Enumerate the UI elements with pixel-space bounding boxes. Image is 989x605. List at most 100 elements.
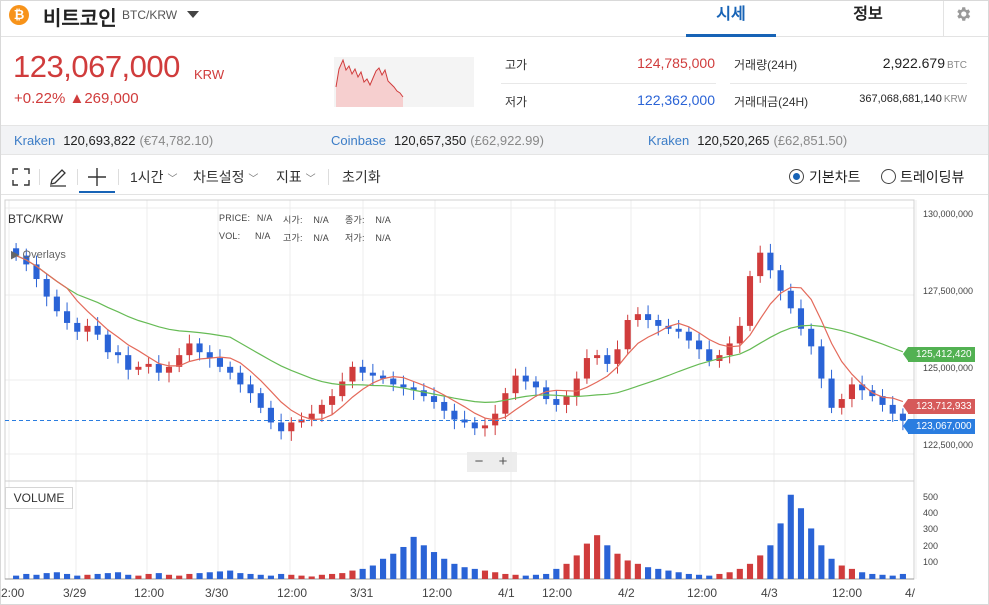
volume-24h-value: 2,922.679 [882,55,945,71]
radio-basic-chart[interactable] [789,169,804,184]
candle-body [33,264,40,280]
candle-body [43,279,50,297]
candle-body [685,331,692,341]
reset-button[interactable]: 초기화 [342,169,381,185]
volume-24h-label: 거래량(24H) [734,58,798,72]
chevron-down-icon: ﹀ [248,174,259,185]
chevron-down-icon: ﹀ [167,174,178,185]
candle-body [655,320,662,326]
overlays-toggle[interactable]: ▶ Overlays [11,248,66,261]
chevron-down-icon: ﹀ [305,174,316,185]
volume-bar [746,563,754,579]
volume-bar [471,568,478,579]
candle-body [532,381,540,388]
amount-24h-unit: KRW [943,94,967,105]
zoom-in-button[interactable]: + [498,453,508,470]
info-open-value: N/A [313,215,329,225]
volume-bar [267,575,274,579]
volume-bar [624,560,631,579]
amount-24h: 367,068,681,140 KRW [821,93,967,105]
exchange-item[interactable]: Kraken 120,693,822 (€74,782.10) [14,133,213,148]
crosshair-icon[interactable] [87,167,107,187]
info-low-value: N/A [375,233,391,243]
candle-body [706,349,713,361]
volume-bar [74,575,81,579]
exchange-name: Coinbase [331,133,386,148]
exchange-price: 120,520,265 [697,133,770,148]
header-divider [943,1,944,37]
stat-divider [730,83,967,84]
radio-tradingview[interactable] [881,169,896,184]
chart-settings-dropdown[interactable]: 차트설정 ﹀ [193,167,258,187]
info-price-label: PRICE: [219,213,251,223]
volume-bar [695,574,703,579]
fullscreen-icon[interactable] [11,167,31,187]
candle-body [125,355,132,370]
exchange-item[interactable]: Kraken 120,520,265 (£62,851.50) [648,133,847,148]
volume-bar [227,570,234,579]
volume-bar [33,574,40,579]
price-unit: KRW [194,67,225,82]
volume-bar [135,575,142,579]
info-low: 저가: N/A [345,231,391,244]
gear-icon[interactable] [954,5,972,23]
candle-body [583,358,590,379]
candle-body [318,404,325,414]
toolbar-divider [39,169,40,185]
exchange-price-strip: Kraken 120,693,822 (€74,782.10) Coinbase 12… [1,125,988,155]
volume-bar [869,573,876,579]
x-tick-label: 12:00 [422,586,453,600]
ma-short-line [15,255,904,421]
pencil-icon[interactable] [48,167,68,187]
exchange-name: Kraken [648,133,690,148]
candle-body [420,390,427,397]
volume-bar [777,523,784,579]
candle-body [84,325,91,332]
indicators-dropdown[interactable]: 지표 ﹀ [276,167,316,187]
zoom-out-button[interactable]: − [474,453,484,470]
exchange-item[interactable]: Coinbase 120,657,350 (£62,922.99) [331,133,544,148]
volume-bar [859,572,866,579]
radio-tradingview-label[interactable]: 트레이딩뷰 [900,169,965,185]
volume-24h: 2,922.679 BTC [821,55,967,71]
candle-body [695,340,703,350]
volume-bar [165,574,173,579]
candle-body [553,399,560,405]
volume-bar [838,565,845,579]
volume-bar [655,568,662,579]
tab-quote[interactable]: 시세 [686,5,776,37]
coin-pair[interactable]: BTC/KRW [122,8,178,22]
candle-body [614,349,621,364]
volume-bar [736,568,743,579]
x-tick-label: 4/2 [618,586,635,600]
volume-bar [675,572,682,579]
volume-bar [430,552,438,579]
indicators-label: 지표 [276,169,302,185]
volume-bar [104,573,111,579]
candlestick-chart[interactable] [1,197,989,605]
candle-body [308,413,315,420]
volume-bar [502,573,509,579]
y-tick-label: 122,500,000 [923,440,974,450]
radio-basic-chart-label[interactable]: 기본차트 [809,169,861,185]
price-chart-area[interactable]: BTC/KRW PRICE: N/A 시가: N/A 종가: N/A VOL: … [1,197,989,605]
volume-bar [451,563,458,579]
candle-body [441,401,448,411]
candle-body [379,375,387,379]
tab-info[interactable]: 정보 [853,6,883,23]
info-close: 종가: N/A [345,213,391,226]
interval-dropdown[interactable]: 1시간 ﹀ [130,167,177,187]
coin-name[interactable]: 비트코인 [43,8,117,30]
candle-body [410,387,417,391]
y-tick-label: 125,000,000 [923,363,974,373]
candle-body [13,248,20,256]
x-tick-label: 12:00 [134,586,165,600]
exchange-foreign-price: (£62,851.50) [773,133,848,148]
toolbar-divider [77,169,78,185]
volume-bar [634,563,641,579]
volume-panel-label: VOLUME [5,487,73,509]
volume-bar [706,575,713,579]
candle-body [634,314,641,321]
volume-bar [848,568,855,579]
chevron-down-icon[interactable] [187,11,199,18]
